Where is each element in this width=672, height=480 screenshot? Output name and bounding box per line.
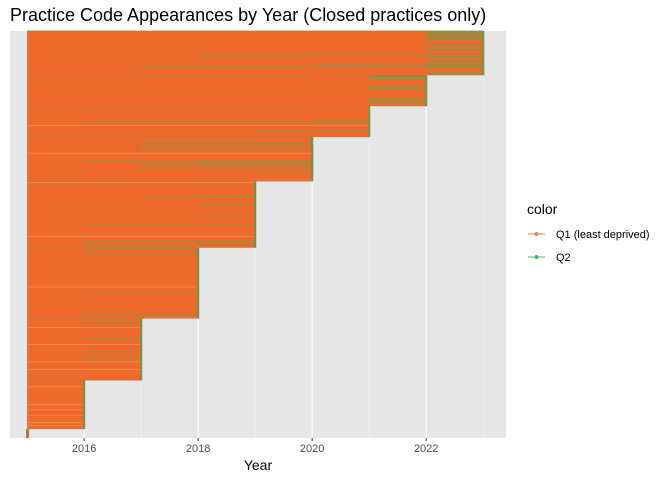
closure-group-block: [27, 75, 427, 107]
legend-label-q1: Q1 (least deprived): [556, 229, 650, 241]
x-tick-label: 2018: [186, 443, 210, 455]
legend-key-point-q1: [534, 232, 539, 236]
x-axis-ticks: 2016 2018 2020 2022: [72, 438, 438, 455]
x-tick-label: 2016: [72, 443, 96, 455]
x-tick-label: 2022: [414, 443, 438, 455]
closure-group-block: [27, 318, 142, 381]
legend-key-point-q2: [534, 255, 539, 259]
closure-group-block: [27, 106, 370, 138]
closure-group-block: [27, 181, 256, 248]
chart-title: Practice Code Appearances by Year (Close…: [10, 5, 486, 25]
legend: color Q1 (least deprived) Q2: [527, 201, 650, 264]
closure-group-block: [27, 247, 199, 319]
legend-entry-q2: Q2: [528, 252, 571, 264]
data-segments: [26, 30, 485, 438]
closure-group-block: [27, 31, 484, 76]
closure-group-block: [27, 137, 313, 182]
x-axis-title: Year: [244, 457, 273, 473]
legend-title: color: [527, 201, 558, 217]
legend-entry-q1: Q1 (least deprived): [528, 229, 650, 241]
x-tick-label: 2020: [300, 443, 324, 455]
legend-label-q2: Q2: [556, 252, 571, 264]
